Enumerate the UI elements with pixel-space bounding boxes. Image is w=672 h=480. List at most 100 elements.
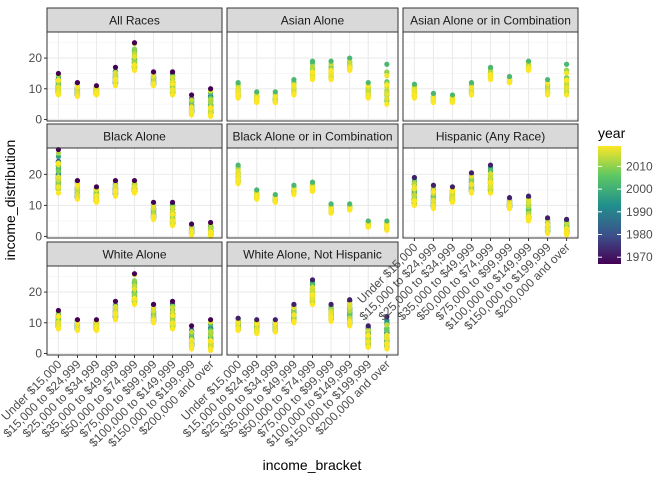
facet-title: All Races	[109, 14, 160, 28]
data-point	[328, 201, 334, 207]
data-point	[309, 291, 316, 298]
data-point	[169, 298, 176, 304]
data-point	[411, 174, 418, 181]
data-point	[55, 92, 62, 98]
data-point	[74, 84, 81, 90]
data-point	[150, 69, 157, 75]
data-point	[131, 40, 138, 46]
facet-panel: White Alone, Not Hispanic	[226, 241, 399, 356]
data-point	[384, 227, 390, 233]
data-point	[430, 96, 437, 102]
data-point	[487, 162, 494, 168]
facet-title: Black Alone or in Combination	[232, 130, 392, 144]
data-point	[112, 182, 119, 188]
data-point	[328, 76, 334, 83]
data-point	[55, 326, 62, 332]
panel-border	[46, 31, 223, 122]
data-point	[347, 207, 353, 213]
y-axis-title: income_distribution	[2, 140, 18, 261]
data-point	[169, 222, 176, 229]
data-point	[112, 317, 119, 323]
data-point	[169, 312, 176, 319]
data-point	[169, 199, 176, 205]
panel-border	[226, 147, 399, 239]
data-point	[131, 271, 138, 277]
data-point	[347, 308, 353, 314]
data-point	[272, 317, 278, 323]
data-point	[487, 64, 494, 70]
data-point	[544, 92, 551, 98]
data-point	[291, 92, 297, 98]
legend-ticks: 1970 1980 1990 2000 2010	[598, 159, 653, 264]
data-point	[93, 317, 100, 323]
data-point	[188, 232, 195, 238]
data-point	[207, 317, 214, 323]
data-point	[169, 320, 176, 326]
data-point	[169, 211, 176, 217]
data-point	[112, 304, 119, 310]
data-point	[169, 69, 176, 75]
data-point	[291, 82, 297, 88]
facet-strip	[402, 7, 579, 33]
data-point	[384, 314, 390, 320]
data-point	[384, 91, 390, 97]
data-point	[411, 202, 418, 209]
data-point	[328, 210, 334, 216]
data-point	[272, 89, 278, 95]
data-point	[272, 320, 278, 326]
data-point	[411, 198, 418, 204]
data-point	[55, 168, 62, 174]
data-point	[563, 216, 570, 222]
data-point	[235, 162, 241, 168]
data-point	[112, 76, 119, 82]
data-point	[55, 313, 62, 319]
data-point	[487, 72, 494, 78]
facet-panel: Black Alone 0 10 20	[29, 123, 223, 243]
data-point	[544, 222, 551, 228]
data-point	[430, 99, 437, 106]
data-point	[328, 301, 334, 307]
data-point	[525, 197, 532, 203]
data-point	[112, 70, 119, 76]
data-point	[131, 286, 138, 292]
facet-title: Asian Alone or in Combination	[410, 14, 571, 28]
data-point	[487, 179, 494, 185]
data-point	[150, 216, 157, 222]
data-point	[449, 188, 456, 195]
data-point	[131, 58, 138, 64]
data-point	[309, 179, 316, 185]
data-point	[468, 92, 475, 98]
data-point	[544, 226, 551, 232]
data-point	[254, 330, 260, 337]
data-point	[254, 95, 260, 101]
data-point	[544, 76, 551, 83]
data-point	[272, 191, 278, 198]
data-point	[188, 323, 195, 329]
data-point	[235, 327, 241, 334]
data-point	[430, 197, 437, 203]
facet-panel: White Alone 0 10 20	[29, 241, 223, 360]
data-point	[384, 61, 390, 67]
data-point	[563, 225, 570, 231]
data-point	[449, 184, 456, 190]
data-point	[328, 206, 334, 212]
data-point	[55, 84, 62, 90]
panel-border	[402, 31, 579, 122]
data-point	[207, 225, 214, 231]
data-point	[347, 318, 353, 324]
data-point	[563, 232, 570, 238]
data-point	[309, 76, 316, 83]
data-point	[112, 193, 119, 199]
panel-border	[226, 31, 399, 122]
legend-tick-label: 2000	[626, 182, 653, 196]
data-point	[365, 95, 371, 101]
facet-panel: Black Alone or in Combination	[226, 123, 399, 239]
data-point	[430, 188, 437, 194]
data-point	[112, 188, 119, 194]
data-point	[74, 317, 81, 323]
data-point	[384, 218, 390, 224]
data-point	[55, 184, 62, 190]
data-point	[207, 329, 214, 335]
data-point	[131, 291, 138, 297]
